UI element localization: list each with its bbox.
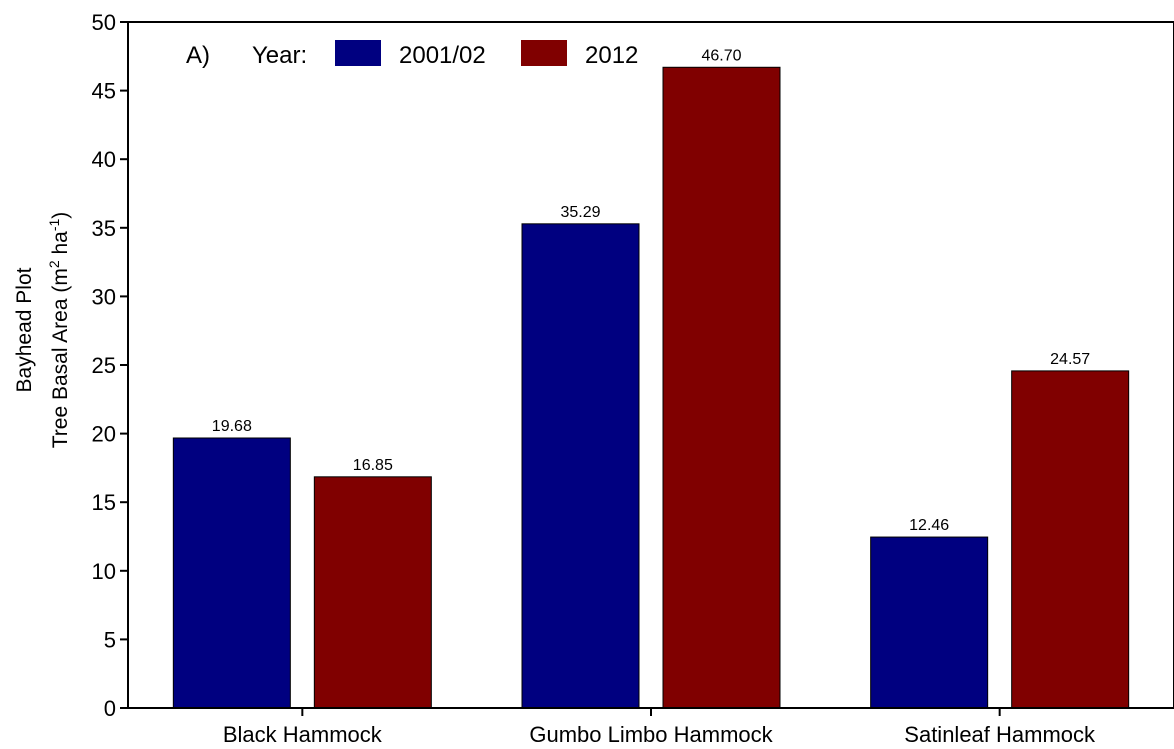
bar (172, 437, 291, 709)
y-tick-label: 20 (92, 422, 116, 447)
legend: A) Year: 2001/02 2012 (186, 40, 638, 69)
legend-swatch (521, 40, 567, 66)
y-tick-label: 25 (92, 353, 116, 378)
bar (313, 476, 432, 709)
y-tick-label: 10 (92, 559, 116, 584)
y-axis: 0 5 10 15 20 25 30 35 40 45 50 (92, 10, 128, 721)
plot-frame (127, 21, 1174, 709)
bar-value-label: 35.29 (560, 204, 600, 221)
bar-value-label: 16.85 (353, 457, 393, 474)
bar (521, 223, 640, 709)
legend-entry-label: 2001/02 (399, 42, 486, 69)
legend-title: Year: (252, 42, 307, 69)
bar-value-label: 19.68 (212, 418, 252, 435)
y-tick-label: 5 (104, 627, 116, 652)
legend-swatch (335, 40, 381, 66)
y-axis-title: Bayhead Plot Tree Basal Area (m2 ha-1) (13, 212, 72, 449)
x-tick-label: Black Hammock (223, 722, 383, 747)
bar (1011, 370, 1130, 709)
bar-value-label: 24.57 (1050, 351, 1090, 368)
y-axis-title-line2: Tree Basal Area (m2 ha-1) (46, 212, 72, 449)
y-tick-label: 50 (92, 10, 116, 35)
y-axis-title-line1: Bayhead Plot (13, 267, 36, 392)
bar (662, 66, 781, 709)
bars-layer: 19.68 16.85 35.29 46.70 12.46 24.57 (172, 47, 1130, 709)
x-tick-label: Gumbo Limbo Hammock (529, 722, 773, 747)
legend-entry-label: 2012 (585, 42, 638, 69)
x-tick-label: Satinleaf Hammock (904, 722, 1096, 747)
y-tick-label: 30 (92, 284, 116, 309)
y-tick-label: 45 (92, 79, 116, 104)
x-axis: Black Hammock Gumbo Limbo Hammock Satinlea… (223, 708, 1096, 747)
bar (870, 536, 989, 709)
bar-value-label: 12.46 (909, 517, 949, 534)
bar-value-label: 46.70 (701, 47, 741, 64)
y-tick-label: 15 (92, 490, 116, 515)
y-tick-label: 40 (92, 147, 116, 172)
panel-label: A) (186, 42, 210, 69)
y-tick-label: 0 (104, 696, 116, 721)
y-tick-label: 35 (92, 216, 116, 241)
